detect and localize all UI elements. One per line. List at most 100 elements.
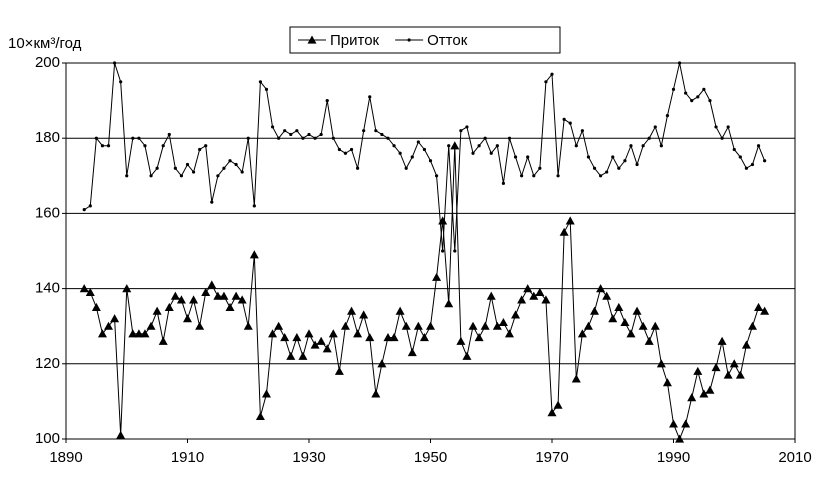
marker [592,166,597,170]
marker [210,200,214,204]
marker [337,147,341,152]
marker [125,174,129,178]
marker [471,151,475,155]
marker [741,340,751,349]
marker [492,321,502,330]
marker [571,374,581,383]
marker [377,359,387,368]
marker [647,136,651,140]
marker [432,272,442,281]
marker [544,80,548,84]
marker [681,419,691,428]
marker [756,144,761,148]
marker [669,419,678,428]
marker [85,287,95,296]
marker [362,129,366,133]
marker [714,125,718,129]
marker [562,117,566,121]
marker [547,408,557,417]
marker [331,136,335,140]
x-tick-label: 2010 [778,449,811,466]
marker [717,336,727,345]
marker [483,136,487,140]
marker [104,321,114,330]
marker [699,389,709,398]
marker [113,61,117,65]
marker [732,147,736,152]
marker [353,329,363,338]
marker [690,99,694,103]
marker [316,336,326,345]
marker [723,370,733,379]
marker [693,366,703,375]
marker [170,291,180,300]
marker [328,329,338,338]
marker [325,99,329,103]
marker [240,170,244,174]
marker [258,80,262,84]
marker [474,332,484,342]
marker [356,166,360,170]
marker [100,144,105,148]
marker [696,95,700,99]
marker [495,144,499,148]
x-tick-label: 1950 [414,449,447,466]
marker [447,144,451,148]
marker [565,216,575,225]
marker [398,151,402,155]
marker [395,306,405,315]
marker [465,125,469,129]
marker [632,306,642,315]
y-tick-label: 180 [35,129,60,146]
marker [453,249,457,253]
marker [185,162,190,167]
marker [401,321,411,330]
marker [143,144,147,148]
x-tick-label: 1990 [657,449,690,466]
marker [641,144,645,148]
marker [535,287,545,296]
marker [119,80,123,84]
legend-box [289,26,561,54]
marker [702,87,706,91]
marker [726,125,730,129]
marker [149,174,153,178]
marker [343,151,348,155]
marker [489,151,493,155]
legend-marker [407,38,411,42]
y-tick-label: 200 [35,54,60,71]
marker [662,378,672,387]
marker [179,174,184,178]
marker [195,321,205,330]
marker [347,306,357,315]
marker [477,144,481,148]
marker [380,132,384,137]
marker [428,159,433,163]
marker [541,295,551,304]
marker [410,155,414,159]
marker [365,332,375,342]
marker [744,166,749,170]
marker [523,284,533,293]
marker [237,295,247,304]
marker [577,329,587,338]
marker [608,314,618,323]
marker [501,181,505,185]
marker [653,125,657,129]
marker [164,302,174,311]
marker [219,291,229,300]
marker [371,389,381,398]
marker [617,166,621,170]
marker [155,166,159,170]
marker [426,321,435,330]
marker [486,291,496,300]
marker [319,132,323,137]
marker [243,321,253,330]
marker [128,329,138,338]
marker [152,306,162,315]
marker [498,317,508,327]
marker [434,174,439,178]
marker [590,306,600,315]
marker [207,280,217,289]
